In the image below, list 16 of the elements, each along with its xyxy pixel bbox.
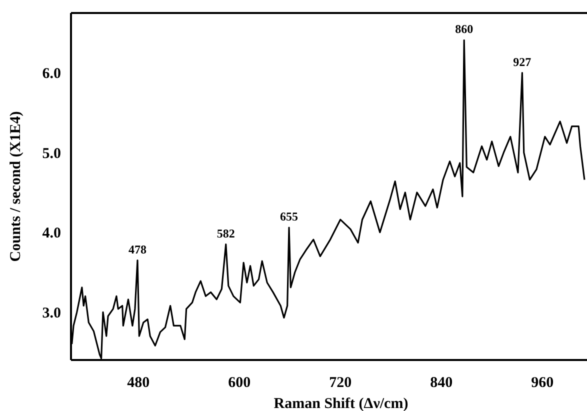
x-tick-label: 600 xyxy=(228,375,251,391)
annotation: 860 xyxy=(455,22,474,36)
x-tick-label: 720 xyxy=(329,375,352,391)
annotation: 478 xyxy=(128,242,146,256)
y-tick-label: 6.0 xyxy=(42,66,61,82)
annotation: 927 xyxy=(513,54,532,69)
annotation: 582 xyxy=(216,226,235,240)
y-tick-label: 5.0 xyxy=(42,146,61,162)
y-tick-label: 3.0 xyxy=(42,305,61,322)
x-axis-title: Raman Shift (Δν/cm) xyxy=(274,396,408,411)
annotation: 655 xyxy=(280,210,298,224)
x-tick-label: 480 xyxy=(127,375,150,391)
x-tick-label: 840 xyxy=(430,375,453,391)
y-tick-label: 4.0 xyxy=(42,226,61,242)
x-tick-label: 960 xyxy=(531,375,554,391)
y-axis-title: Counts / second (X1E4) xyxy=(8,111,24,262)
